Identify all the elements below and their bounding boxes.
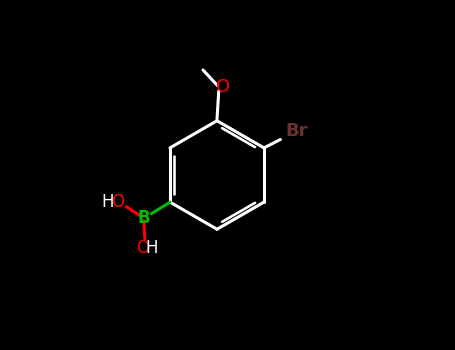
Text: O: O	[216, 78, 230, 96]
Text: H: H	[146, 239, 158, 257]
Text: O: O	[111, 194, 124, 211]
Text: O: O	[136, 239, 150, 257]
Text: B: B	[137, 209, 150, 227]
Text: Br: Br	[285, 122, 308, 140]
Text: H: H	[102, 194, 114, 211]
